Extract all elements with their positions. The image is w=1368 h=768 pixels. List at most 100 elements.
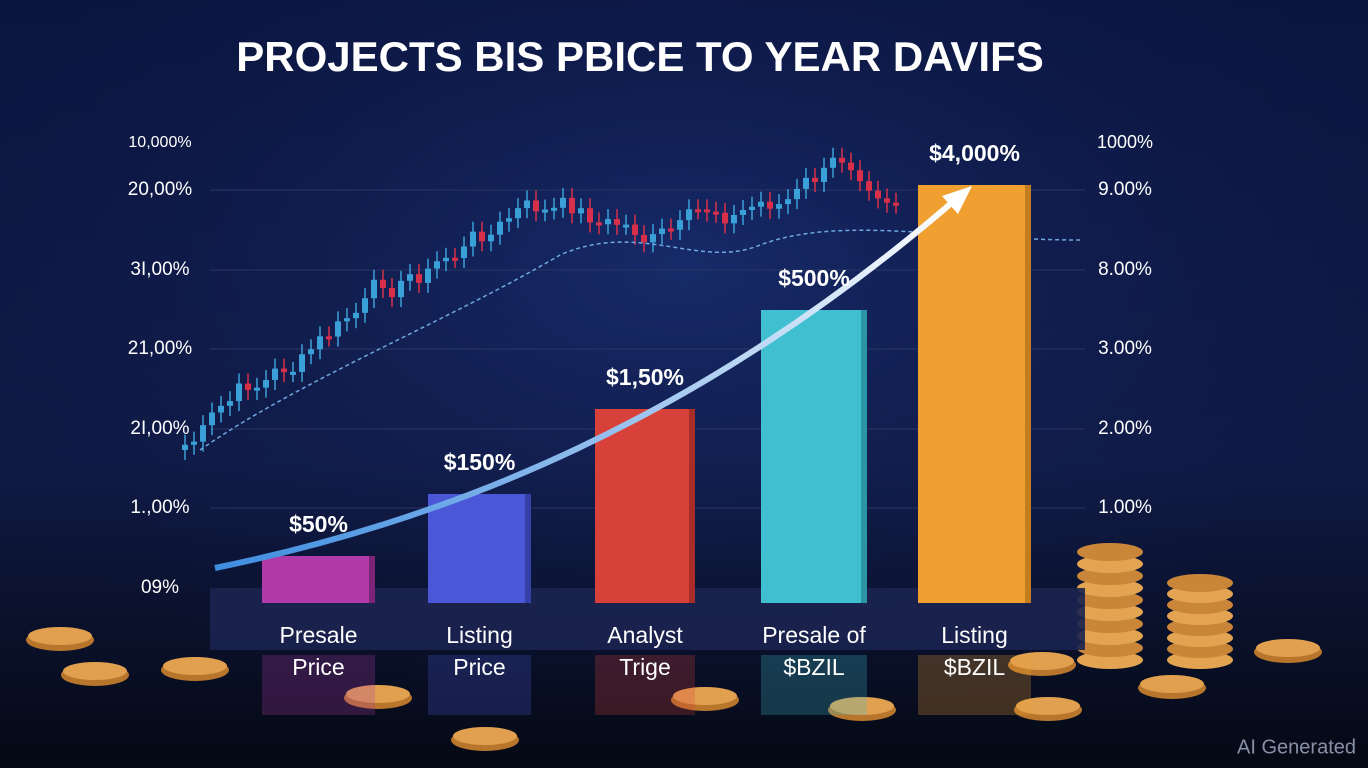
left-axis-label: 20,00%: [128, 179, 193, 200]
candle: [821, 167, 827, 182]
candle: [470, 231, 476, 247]
candle: [677, 220, 683, 230]
candle: [569, 197, 575, 214]
bar-label: $1,50%: [606, 364, 684, 390]
title: PROJECTS BIS PBICE TO YEAR DAVIFS: [236, 33, 1044, 80]
candle: [848, 162, 854, 171]
category-label: Analyst: [607, 622, 683, 648]
bar-label: $150%: [444, 449, 516, 475]
candle: [425, 268, 431, 283]
candle: [506, 218, 512, 222]
category-label: Price: [292, 654, 344, 680]
left-axis-label: 21,00%: [128, 338, 193, 359]
candle: [758, 201, 764, 207]
coin-top: [163, 657, 227, 675]
candle: [713, 211, 719, 215]
candle: [875, 190, 881, 199]
decoration: [26, 147, 1322, 751]
candle: [704, 209, 710, 213]
candle: [452, 257, 458, 261]
candle: [533, 200, 539, 212]
candle: [695, 209, 701, 213]
candle: [650, 234, 656, 243]
coin-top: [1010, 652, 1074, 670]
candle: [227, 401, 233, 406]
right-axis-label: 1000%: [1097, 132, 1153, 152]
bar: [918, 185, 1025, 603]
candle: [344, 318, 350, 322]
bar-group: [262, 185, 1031, 715]
platform: [210, 588, 1085, 650]
candle: [776, 204, 782, 209]
trend-arrow: [214, 197, 957, 571]
candle: [767, 201, 773, 209]
bar-label: $500%: [778, 265, 850, 291]
bar: [428, 494, 525, 603]
bar-side: [859, 310, 867, 603]
category-label: Trige: [619, 654, 671, 680]
candle: [839, 157, 845, 163]
candle: [389, 287, 395, 298]
bar-label: $50%: [289, 511, 348, 537]
candle: [641, 235, 647, 243]
coin-stack: [1167, 574, 1233, 592]
candle: [884, 198, 890, 203]
candle: [290, 371, 296, 375]
candle: [623, 224, 629, 228]
candle: [209, 412, 215, 426]
candle: [497, 221, 503, 235]
candle: [254, 387, 260, 391]
coin-top: [28, 627, 92, 645]
candle: [668, 228, 674, 232]
candle: [317, 336, 323, 350]
candle: [659, 228, 665, 235]
category-label: Presale of: [762, 622, 866, 648]
coin-top: [346, 685, 410, 703]
coin-stack: [1077, 543, 1143, 561]
candle: [380, 279, 386, 288]
candle: [551, 207, 557, 211]
candle: [857, 170, 863, 182]
candle: [443, 257, 449, 262]
candle: [830, 157, 836, 168]
candle: [398, 280, 404, 298]
coin-top: [63, 662, 127, 680]
left-axis-label: 2I,00%: [130, 418, 189, 439]
candle: [272, 368, 278, 381]
candle: [281, 368, 287, 373]
candle: [461, 246, 467, 259]
right-axis-label: 2.00%: [1098, 418, 1152, 439]
bar: [595, 409, 689, 603]
right-axis-label: 8.00%: [1098, 259, 1152, 280]
left-axis-label: 10,000%: [128, 134, 191, 151]
candle: [524, 200, 530, 209]
candle: [488, 234, 494, 242]
bar-reflection: [918, 655, 1031, 715]
coin-top: [673, 687, 737, 705]
right-axis-label: 1.00%: [1098, 497, 1152, 518]
candle: [812, 177, 818, 182]
candle: [866, 181, 872, 191]
candle: [614, 219, 620, 225]
candle: [578, 208, 584, 214]
labels: 10,000% 20,00% 3I,00% 21,00% 2I,00% 1.,00% 09%…: [128, 132, 1153, 680]
right-axis-label: 3.00%: [1098, 338, 1152, 359]
candle: [479, 231, 485, 242]
candle: [182, 444, 188, 450]
bar-reflection: [761, 655, 867, 715]
candle: [353, 312, 359, 319]
candle: [785, 199, 791, 205]
left-axis-label: 09%: [141, 577, 179, 598]
category-label: Price: [453, 654, 505, 680]
candle: [434, 261, 440, 269]
candle: [515, 208, 521, 219]
candle: [596, 222, 602, 226]
bar-reflection: [595, 655, 695, 715]
arrow-head: [942, 186, 972, 214]
coin-top: [1016, 697, 1080, 715]
left-axis-label: 1.,00%: [130, 497, 189, 518]
candle: [749, 206, 755, 210]
candle: [542, 209, 548, 213]
right-axis-label: 9.00%: [1098, 179, 1152, 200]
